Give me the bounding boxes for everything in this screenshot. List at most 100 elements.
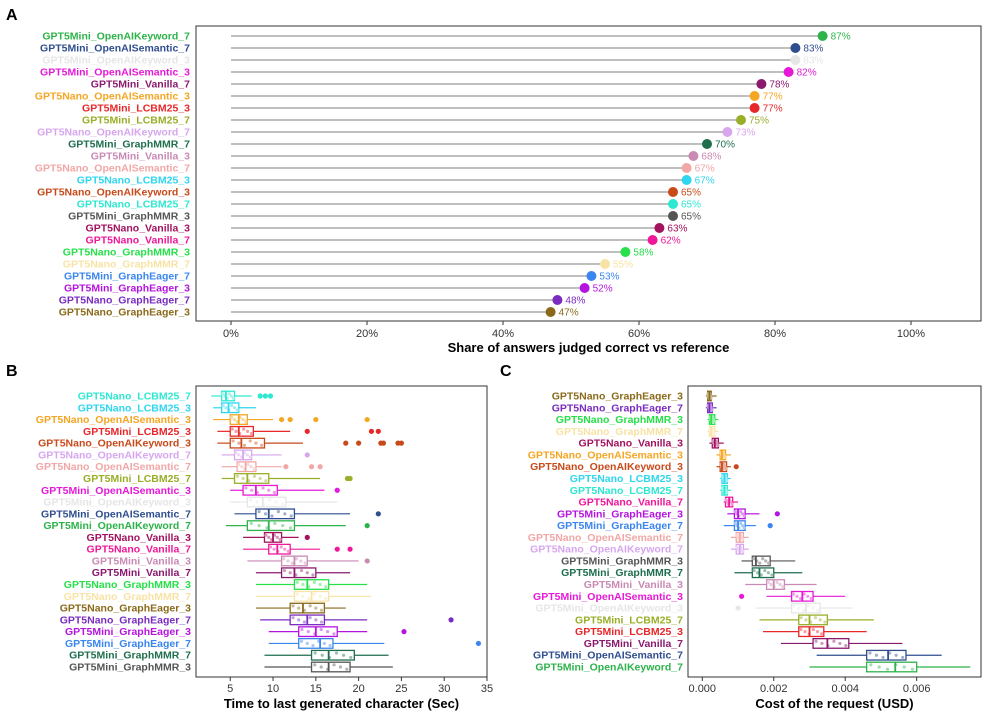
- sample-point: [894, 653, 898, 657]
- category-label: GPT5Mini_GraphEager_3: [64, 283, 190, 295]
- sample-point: [283, 512, 287, 516]
- sample-point: [235, 474, 239, 478]
- sample-point: [242, 443, 247, 447]
- value-label: 65%: [681, 188, 701, 199]
- sample-point: [869, 663, 873, 667]
- sample-point: [334, 651, 339, 655]
- sample-point: [795, 594, 799, 598]
- lollipop-point: [722, 127, 733, 137]
- sample-point: [301, 594, 305, 598]
- sample-point: [257, 524, 261, 528]
- category-label: GPT5Mini_OpenAIKeyword_7: [42, 31, 190, 43]
- sample-point: [272, 547, 276, 551]
- sample-point: [237, 462, 241, 467]
- sample-point: [231, 439, 235, 443]
- sample-point: [249, 465, 253, 469]
- sample-point: [868, 651, 872, 655]
- sample-point: [268, 545, 273, 549]
- sample-point: [816, 608, 820, 612]
- outlier-point: [287, 416, 293, 423]
- value-label: 77%: [763, 92, 783, 103]
- value-label: 73%: [735, 128, 755, 139]
- sample-point: [250, 488, 254, 492]
- sample-point: [245, 453, 249, 457]
- cost-boxplot-chart: GPT5Nano_GraphEager_3GPT5Nano_GraphEager…: [528, 385, 982, 711]
- sample-point: [254, 441, 258, 445]
- sample-point: [282, 557, 286, 561]
- sample-point: [770, 573, 774, 577]
- category-label: GPT5Mini_Vanilla_7: [584, 638, 683, 650]
- value-label: 52%: [593, 284, 613, 295]
- sample-point: [319, 665, 323, 669]
- lollipop-point: [702, 139, 712, 149]
- category-label: GPT5Nano_GraphMMR_7: [63, 259, 190, 271]
- outlier-point: [317, 464, 323, 470]
- value-label: 68%: [701, 152, 721, 163]
- category-label: GPT5Mini_OpenAIKeyword_7: [535, 662, 683, 674]
- sample-point: [283, 547, 287, 551]
- sample-point: [322, 641, 326, 646]
- sample-point: [813, 616, 818, 620]
- category-label: GPT5Mini_LCBM25_3: [83, 426, 191, 438]
- sample-point: [818, 618, 822, 622]
- sample-point: [791, 592, 796, 596]
- sample-point: [297, 606, 301, 610]
- sample-point: [761, 557, 765, 561]
- sample-point: [742, 526, 746, 530]
- category-label: GPT5Nano_LCBM25_7: [78, 391, 191, 403]
- lollipop-point: [817, 31, 828, 41]
- outlier-point: [304, 428, 310, 434]
- sample-point: [231, 396, 236, 400]
- box: [221, 402, 240, 414]
- sample-point: [249, 431, 254, 436]
- category-label: GPT5Mini_Vanilla_7: [92, 567, 191, 579]
- sample-point: [230, 427, 234, 431]
- sample-point: [723, 455, 727, 459]
- category-label: GPT5Nano_OpenAISemantic_7: [528, 532, 683, 544]
- category-label: GPT5Mini_OpenAIKeyword_7: [43, 520, 191, 532]
- sample-point: [325, 630, 330, 634]
- category-label: GPT5Mini_OpenAIKeyword_3: [535, 603, 683, 615]
- sample-point: [299, 568, 304, 573]
- plot-frame: [195, 25, 982, 322]
- sample-point: [313, 663, 317, 667]
- lollipop-point: [552, 295, 563, 305]
- sample-point: [733, 510, 737, 514]
- sample-point: [229, 394, 233, 398]
- sample-point: [281, 502, 285, 506]
- lollipop-point: [647, 235, 658, 245]
- box: [719, 461, 728, 473]
- category-label: GPT5Mini_Vanilla_3: [92, 555, 191, 567]
- category-label: GPT5Mini_LCBM25_7: [83, 473, 191, 485]
- lollipop-point: [790, 55, 801, 65]
- x-axis-title: Cost of the request (USD): [755, 696, 913, 711]
- plot-frame: [687, 385, 982, 678]
- sample-point: [802, 592, 806, 596]
- value-label: 48%: [565, 296, 585, 307]
- sample-point: [332, 632, 336, 636]
- value-label: 67%: [695, 176, 715, 187]
- box: [798, 626, 825, 638]
- value-label: 62%: [661, 236, 681, 247]
- sample-point: [781, 585, 785, 589]
- category-label: GPT5Mini_OpenAISemantic_3: [40, 67, 190, 79]
- sample-point: [242, 427, 246, 431]
- box: [229, 425, 254, 437]
- outlier-point: [475, 640, 482, 647]
- category-label: GPT5Nano_OpenAISemantic_7: [35, 163, 190, 175]
- sample-point: [312, 592, 316, 596]
- sample-point: [263, 512, 268, 516]
- value-label: 58%: [633, 248, 653, 259]
- category-label: GPT5Nano_LCBM25_3: [78, 402, 191, 414]
- category-label: GPT5Nano_GraphEager_7: [60, 614, 191, 626]
- sample-point: [291, 604, 295, 608]
- category-label: GPT5Nano_OpenAISemantic_3: [35, 91, 190, 103]
- sample-point: [345, 667, 349, 671]
- category-label: GPT5Nano_GraphMMR_3: [63, 247, 190, 259]
- lollipop-point: [579, 283, 590, 293]
- category-label: GPT5Mini_Vanilla_3: [584, 579, 683, 591]
- sample-point: [319, 627, 323, 632]
- category-label: GPT5Nano_Vanilla_3: [579, 438, 684, 450]
- panel-label-c: C: [500, 363, 512, 380]
